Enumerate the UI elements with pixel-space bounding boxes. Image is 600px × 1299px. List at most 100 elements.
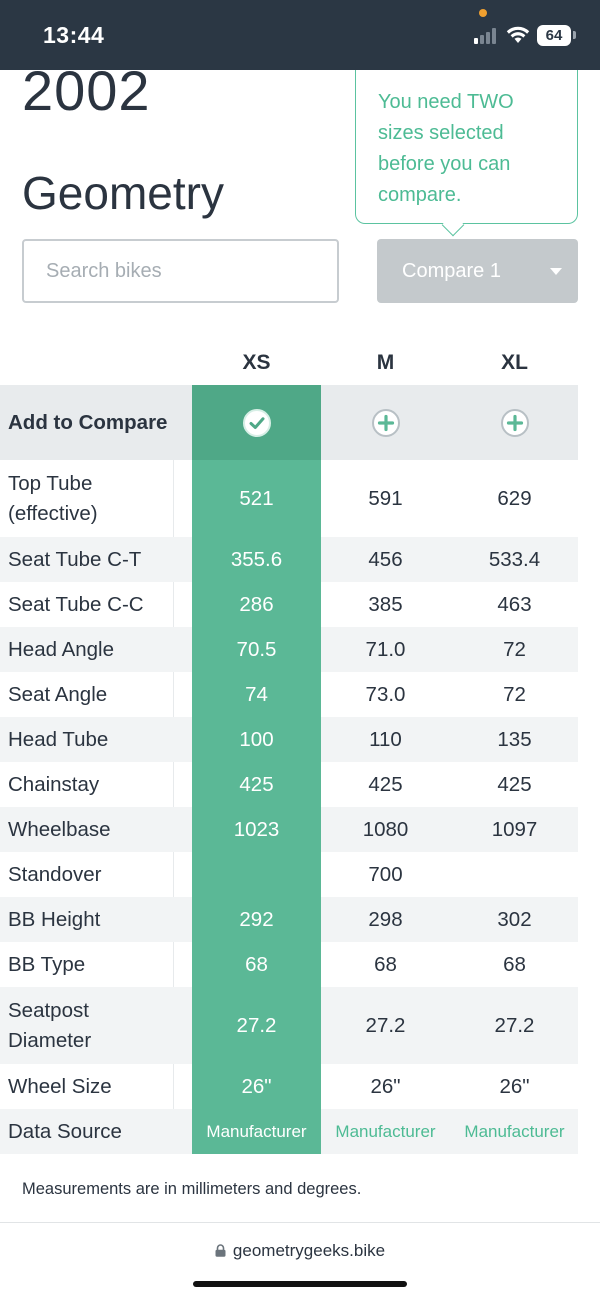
row-label: BB Type bbox=[8, 952, 86, 976]
home-indicator[interactable] bbox=[193, 1281, 407, 1287]
table-row: Seat Tube C-T 355.6 456 533.4 bbox=[0, 537, 578, 582]
row-label: Seat Tube C-T bbox=[8, 547, 142, 571]
table-cell-xs: 286 bbox=[192, 582, 321, 627]
table-cell-m: 27.2 bbox=[365, 1013, 406, 1037]
table-cell-xl: 302 bbox=[497, 907, 532, 931]
compare-toggle-xs[interactable] bbox=[192, 385, 321, 460]
table-cell-xl: 72 bbox=[503, 637, 526, 661]
table-cell-m: 425 bbox=[368, 772, 403, 796]
table-cell-xs: 74 bbox=[192, 672, 321, 717]
compare-toggle-m[interactable] bbox=[321, 385, 450, 460]
table-row: Seat Tube C-C 286 385 463 bbox=[0, 582, 578, 627]
plus-circle-icon bbox=[500, 408, 529, 437]
table-cell-m: 68 bbox=[374, 952, 397, 976]
signal-icon bbox=[474, 28, 500, 44]
table-cell-xl: 629 bbox=[497, 486, 532, 510]
table-cell-xs: 27.2 bbox=[192, 987, 321, 1064]
table-row: Standover 700 bbox=[0, 852, 578, 897]
table-cell-m: Manufacturer bbox=[335, 1121, 436, 1141]
plus-circle-icon bbox=[371, 408, 400, 437]
table-cell-xs: Manufacturer bbox=[192, 1109, 321, 1154]
table-cell-xl: 425 bbox=[497, 772, 532, 796]
privacy-indicator-dot bbox=[479, 9, 487, 17]
compare-row-label: Add to Compare bbox=[8, 410, 168, 434]
table-cell-xs: 100 bbox=[192, 717, 321, 762]
status-time: 13:44 bbox=[43, 22, 105, 48]
table-cell-xs: 1023 bbox=[192, 807, 321, 852]
page-title: Geometry bbox=[22, 167, 224, 219]
table-cell-xl: 533.4 bbox=[488, 547, 541, 571]
row-label: Wheelbase bbox=[8, 817, 111, 841]
measurement-footnote: Measurements are in millimeters and degr… bbox=[22, 1180, 362, 1198]
table-cell-xl: 72 bbox=[503, 682, 526, 706]
lock-icon bbox=[215, 1244, 226, 1257]
row-label: Head Tube bbox=[8, 727, 109, 751]
table-row: Wheel Size 26" 26" 26" bbox=[0, 1064, 578, 1109]
table-cell-xl: 27.2 bbox=[494, 1013, 535, 1037]
table-cell-xl: Manufacturer bbox=[464, 1121, 565, 1141]
table-cell-xs: 26" bbox=[192, 1064, 321, 1109]
search-input[interactable] bbox=[22, 239, 339, 303]
table-cell-xl: 463 bbox=[497, 592, 532, 616]
table-row: Seat Angle 74 73.0 72 bbox=[0, 672, 578, 717]
table-cell-m: 385 bbox=[368, 592, 403, 616]
compare-row: Add to Compare bbox=[0, 385, 578, 460]
table-cell-m: 1080 bbox=[362, 817, 409, 841]
table-row: BB Type 68 68 68 bbox=[0, 942, 578, 987]
status-bar: 13:44 64 bbox=[0, 0, 600, 70]
table-row: Head Angle 70.5 71.0 72 bbox=[0, 627, 578, 672]
table-row: Head Tube 100 110 135 bbox=[0, 717, 578, 762]
table-row: BB Height 292 298 302 bbox=[0, 897, 578, 942]
table-cell-m: 298 bbox=[368, 907, 403, 931]
label-column-divider bbox=[173, 460, 174, 1150]
battery-cap bbox=[573, 31, 576, 39]
wifi-icon bbox=[506, 26, 530, 43]
table-cell-m: 71.0 bbox=[365, 637, 406, 661]
table-row: Wheelbase 1023 1080 1097 bbox=[0, 807, 578, 852]
table-cell-xs: 355.6 bbox=[192, 537, 321, 582]
table-cell-xs: 70.5 bbox=[192, 627, 321, 672]
battery-icon: 64 bbox=[537, 25, 571, 46]
size-header-m: M bbox=[376, 351, 395, 374]
table-cell-xs: 68 bbox=[192, 942, 321, 987]
table-cell-xs: 521 bbox=[192, 460, 321, 537]
table-cell-m: 700 bbox=[368, 862, 403, 886]
url-text: geometrygeeks.bike bbox=[232, 1241, 386, 1260]
table-cell-xs: 425 bbox=[192, 762, 321, 807]
tooltip-text: You need TWO sizes selected before you c… bbox=[378, 91, 514, 206]
table-cell-m: 110 bbox=[369, 727, 402, 751]
table-cell-xl bbox=[450, 852, 579, 897]
row-label: Standover bbox=[8, 862, 102, 886]
row-label: Head Angle bbox=[8, 637, 115, 661]
row-label: Chainstay bbox=[8, 772, 100, 796]
chevron-down-icon bbox=[550, 268, 562, 275]
compare-toggle-xl[interactable] bbox=[450, 385, 579, 460]
table-row: Top Tube (effective) 521 591 629 bbox=[0, 460, 578, 537]
table-cell-m: 26" bbox=[370, 1074, 401, 1098]
table-cell-xs bbox=[192, 852, 321, 897]
url-display[interactable]: geometrygeeks.bike bbox=[0, 1241, 600, 1261]
row-label: Data Source bbox=[8, 1119, 122, 1143]
table-cell-m: 591 bbox=[368, 486, 403, 510]
check-circle-icon bbox=[242, 408, 271, 437]
browser-address-bar[interactable]: geometrygeeks.bike bbox=[0, 1222, 600, 1299]
row-label: Seat Tube C-C bbox=[8, 592, 144, 616]
row-label: Top Tube (effective) bbox=[8, 471, 98, 525]
compare-tooltip: You need TWO sizes selected before you c… bbox=[355, 70, 578, 224]
table-row: Data Source Manufacturer Manufacturer Manuf… bbox=[0, 1109, 578, 1154]
row-label: Seat Angle bbox=[8, 682, 108, 706]
table-cell-xl: 135 bbox=[497, 727, 532, 751]
page-title-year: 2002 bbox=[22, 59, 151, 122]
table-cell-xl: 26" bbox=[499, 1074, 530, 1098]
table-cell-m: 73.0 bbox=[365, 682, 406, 706]
row-label: BB Height bbox=[8, 907, 101, 931]
table-cell-xl: 1097 bbox=[491, 817, 538, 841]
table-cell-xl: 68 bbox=[503, 952, 526, 976]
table-row: Seatpost Diameter 27.2 27.2 27.2 bbox=[0, 987, 578, 1064]
table-cell-m: 456 bbox=[368, 547, 403, 571]
compare-button-label: Compare 1 bbox=[402, 260, 501, 282]
size-header-xs: XS bbox=[242, 351, 271, 374]
row-label: Seatpost Diameter bbox=[8, 998, 92, 1052]
compare-button[interactable]: Compare 1 bbox=[377, 239, 578, 303]
table-cell-xs: 292 bbox=[192, 897, 321, 942]
